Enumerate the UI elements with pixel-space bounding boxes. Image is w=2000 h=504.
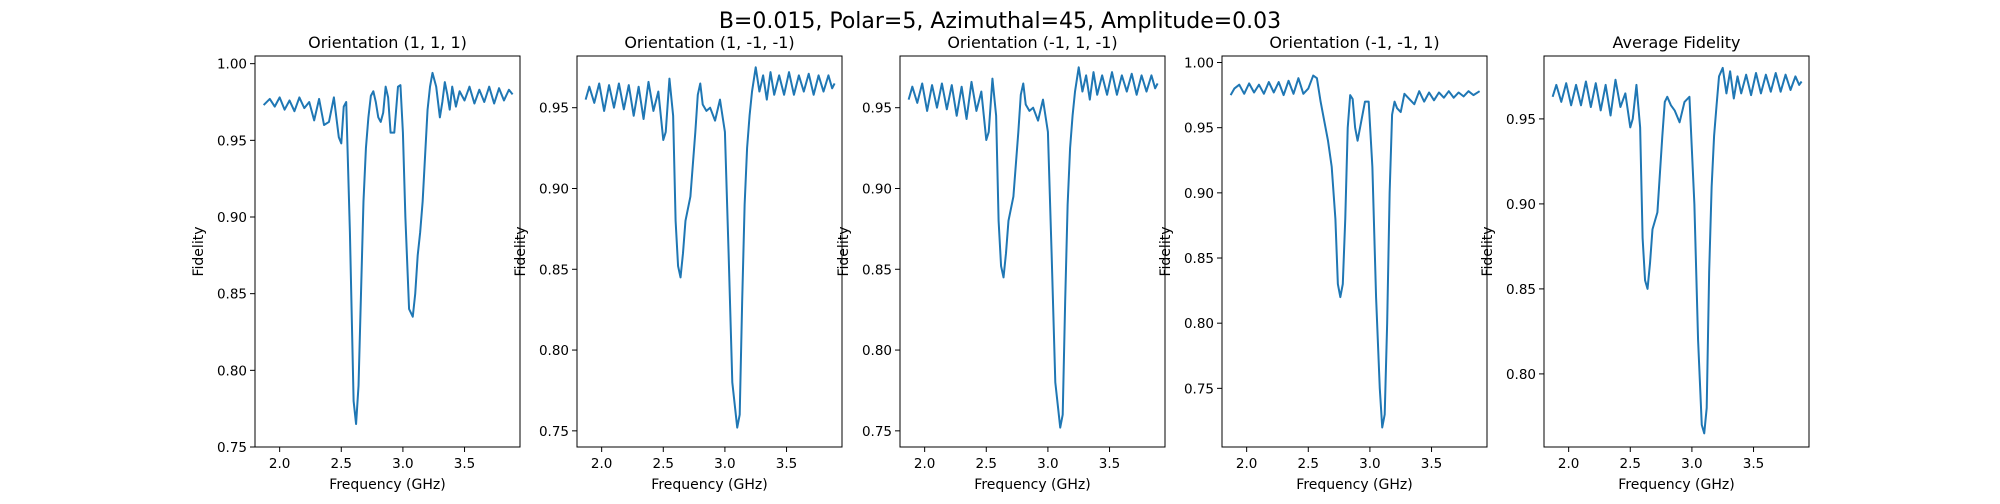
- y-tick-label: 0.85: [217, 287, 247, 303]
- y-tick-label: 0.95: [862, 101, 892, 117]
- x-tick-label: 3.5: [776, 456, 797, 472]
- plot-area-frame: [254, 55, 521, 448]
- y-tick-label: 0.80: [539, 343, 569, 359]
- x-tick-label: 3.0: [714, 456, 735, 472]
- y-tick-label: 0.75: [1184, 381, 1214, 397]
- series-line: [1551, 66, 1803, 435]
- y-tick-label: 0.75: [862, 424, 892, 440]
- y-axis-label: Fidelity: [191, 227, 207, 277]
- y-tick-label: 0.95: [1184, 121, 1214, 137]
- x-tick-label: 3.0: [392, 456, 413, 472]
- panel-title: Orientation (1, -1, -1): [624, 33, 794, 52]
- y-tick-label: 0.95: [539, 101, 569, 117]
- x-axis-label: Frequency (GHz): [651, 477, 767, 493]
- y-tick-label: 0.85: [1506, 282, 1536, 298]
- y-axis-label: Fidelity: [1158, 227, 1174, 277]
- series-line: [1229, 74, 1481, 429]
- x-axis-label: Frequency (GHz): [1296, 477, 1412, 493]
- x-tick-label: 3.0: [1037, 456, 1058, 472]
- y-tick-label: 0.75: [217, 440, 247, 456]
- y-tick-label: 0.80: [862, 343, 892, 359]
- y-tick-label: 0.95: [217, 133, 247, 149]
- y-tick-label: 0.90: [539, 181, 569, 197]
- y-tick-label: 0.75: [539, 424, 569, 440]
- x-tick-label: 3.0: [1359, 456, 1380, 472]
- x-tick-label: 3.5: [1743, 456, 1764, 472]
- y-axis-label: Fidelity: [1480, 227, 1496, 277]
- y-tick-label: 0.90: [1184, 186, 1214, 202]
- x-tick-label: 3.0: [1681, 456, 1702, 472]
- y-tick-label: 0.85: [539, 262, 569, 278]
- panel-title: Orientation (-1, -1, 1): [1269, 33, 1439, 52]
- series-line: [584, 66, 836, 429]
- x-axis-label: Frequency (GHz): [329, 477, 445, 493]
- x-axis-label: Frequency (GHz): [1618, 477, 1734, 493]
- x-tick-label: 2.0: [1236, 456, 1257, 472]
- chart-panel-3: 2.0 2.5 3.0 3.5 0.75 0.80 0.85 0.90 0.95 Orientat…: [836, 33, 1166, 493]
- y-tick-label: 0.85: [862, 262, 892, 278]
- y-tick-label: 1.00: [217, 57, 247, 73]
- y-axis-label: Fidelity: [836, 227, 852, 277]
- figure-title: B=0.015, Polar=5, Azimuthal=45, Amplitud…: [719, 9, 1281, 34]
- x-tick-label: 2.5: [653, 456, 674, 472]
- y-tick-label: 0.95: [1506, 112, 1536, 128]
- plot-area-frame: [899, 55, 1166, 448]
- x-tick-label: 2.5: [976, 456, 997, 472]
- series-line: [262, 71, 514, 425]
- x-tick-label: 2.5: [1298, 456, 1319, 472]
- series-line: [907, 66, 1159, 429]
- y-tick-label: 0.85: [1184, 251, 1214, 267]
- x-axis-label: Frequency (GHz): [974, 477, 1090, 493]
- y-tick-label: 0.80: [1506, 367, 1536, 383]
- chart-panels: 2.0 2.5 3.0 3.5 0.75 0.80 0.85 0.90 0.95 1.00 Orie…: [191, 33, 1810, 493]
- plot-area-frame: [576, 55, 843, 448]
- chart-panel-1: 2.0 2.5 3.0 3.5 0.75 0.80 0.85 0.90 0.95 1.00 Orie…: [191, 33, 521, 493]
- y-axis-label: Fidelity: [513, 227, 529, 277]
- y-tick-label: 1.00: [1184, 56, 1214, 72]
- x-tick-label: 2.0: [1558, 456, 1579, 472]
- x-tick-label: 2.0: [269, 456, 290, 472]
- x-tick-label: 2.5: [1620, 456, 1641, 472]
- x-tick-label: 3.5: [454, 456, 475, 472]
- chart-panel-5: 2.0 2.5 3.0 3.5 0.80 0.85 0.90 0.95 Average Fide…: [1480, 33, 1810, 493]
- y-tick-label: 0.80: [1184, 316, 1214, 332]
- y-tick-label: 0.90: [217, 210, 247, 226]
- x-tick-label: 2.0: [591, 456, 612, 472]
- panel-title: Orientation (1, 1, 1): [308, 33, 467, 52]
- y-tick-label: 0.90: [1506, 197, 1536, 213]
- panel-title: Orientation (-1, 1, -1): [947, 33, 1117, 52]
- plot-area-frame: [1543, 55, 1810, 448]
- x-tick-label: 2.0: [914, 456, 935, 472]
- chart-panel-4: 2.0 2.5 3.0 3.5 0.75 0.80 0.85 0.90 0.95 1.00 Orie…: [1158, 33, 1488, 493]
- plot-area-frame: [1221, 55, 1488, 448]
- x-tick-label: 2.5: [331, 456, 352, 472]
- y-tick-label: 0.90: [862, 181, 892, 197]
- x-tick-label: 3.5: [1099, 456, 1120, 472]
- chart-panel-2: 2.0 2.5 3.0 3.5 0.75 0.80 0.85 0.90 0.95 Orientat…: [513, 33, 843, 493]
- y-tick-label: 0.80: [217, 363, 247, 379]
- panel-title: Average Fidelity: [1613, 33, 1741, 52]
- x-tick-label: 3.5: [1421, 456, 1442, 472]
